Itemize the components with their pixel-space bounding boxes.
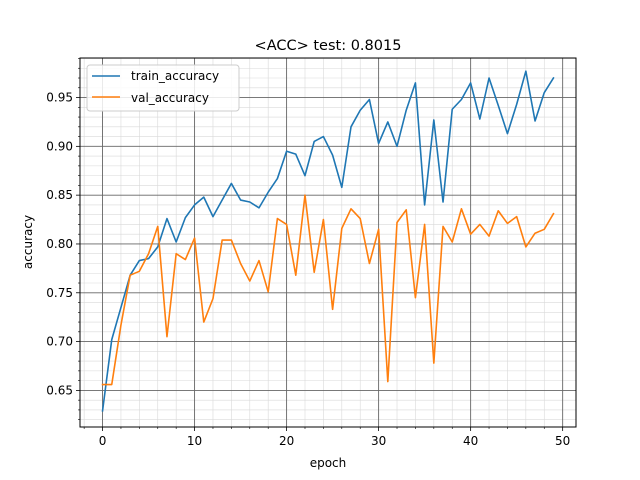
legend: train_accuracy val_accuracy (86, 64, 240, 112)
legend-label-val: val_accuracy (131, 91, 209, 105)
series-line-train-accuracy (101, 70, 555, 412)
y-tick-label: 0.90 (46, 139, 73, 153)
x-axis: 0 10 20 30 40 50 (83, 427, 570, 448)
x-tick-label: 40 (463, 434, 478, 448)
plot-frame (79, 57, 577, 428)
series-layer (101, 70, 555, 412)
x-tick-label: 30 (371, 434, 386, 448)
chart-title: <ACC> test: 0.8015 (255, 38, 402, 54)
y-tick-label: 0.65 (46, 383, 73, 397)
y-tick-label: 0.95 (46, 91, 73, 105)
plot-area (80, 58, 576, 427)
x-tick-label: 10 (187, 434, 202, 448)
y-tick-label: 0.70 (46, 335, 73, 349)
legend-label-train: train_accuracy (131, 69, 219, 83)
y-axis-label: accuracy (21, 215, 35, 269)
legend-box (86, 64, 240, 112)
y-tick-label: 0.85 (46, 188, 73, 202)
x-tick-label: 0 (99, 434, 107, 448)
minor-grid (80, 58, 576, 427)
series-line-val-accuracy (101, 194, 555, 386)
x-axis-label: epoch (310, 456, 347, 470)
y-axis: 0.65 0.70 0.75 0.80 0.85 0.90 0.95 (46, 58, 80, 420)
y-tick-label: 0.80 (46, 237, 73, 251)
y-tick-label: 0.75 (46, 286, 73, 300)
x-tick-label: 50 (555, 434, 570, 448)
x-tick-label: 20 (279, 434, 294, 448)
